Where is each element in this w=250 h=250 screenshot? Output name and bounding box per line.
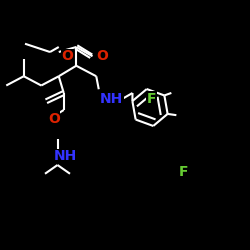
Text: O: O [62,49,74,63]
Text: O: O [48,112,60,126]
Text: O: O [96,49,108,63]
Text: NH: NH [100,92,123,106]
Text: NH: NH [54,149,76,163]
Text: F: F [179,166,188,179]
Text: F: F [146,92,156,106]
